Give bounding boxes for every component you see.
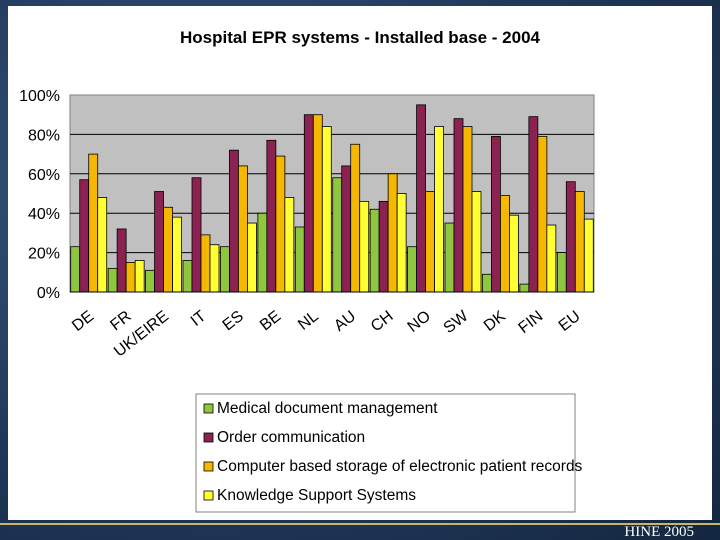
bar	[491, 135, 501, 293]
y-tick-label: 20%	[28, 246, 60, 263]
bar	[209, 244, 220, 293]
y-tick-label: 60%	[28, 167, 60, 184]
bar	[528, 116, 539, 293]
bar	[444, 222, 455, 293]
x-tick-label: EU	[556, 308, 584, 335]
bar	[191, 177, 202, 293]
footer-rule	[0, 523, 720, 525]
bar	[79, 179, 90, 293]
y-tick-label: 40%	[28, 206, 60, 223]
legend-swatch	[203, 490, 214, 501]
bar	[125, 262, 136, 293]
bar	[453, 118, 464, 293]
bar	[321, 126, 332, 293]
bar	[154, 191, 164, 293]
bar	[284, 197, 295, 293]
bar	[341, 165, 352, 293]
bar	[238, 165, 248, 293]
legend-label: Computer based storage of electronic pat…	[217, 458, 583, 475]
bar	[220, 246, 230, 293]
bar	[172, 216, 182, 293]
bar	[471, 191, 482, 293]
legend-swatch	[203, 432, 214, 443]
bar	[482, 273, 492, 293]
bar	[332, 177, 343, 293]
bar	[312, 114, 323, 293]
bar	[266, 139, 277, 293]
x-tick-label: AU	[331, 308, 359, 335]
bar	[574, 191, 585, 293]
x-tick-label: FIN	[516, 308, 547, 337]
bar	[407, 246, 417, 293]
legend: Medical document management Order communi…	[195, 393, 583, 513]
bar	[359, 200, 370, 293]
bar	[434, 126, 444, 293]
x-tick-label: DE	[69, 308, 97, 335]
bar	[546, 224, 557, 293]
x-tick-label: NL	[295, 308, 322, 334]
legend-swatch	[203, 403, 214, 414]
bar	[425, 191, 435, 293]
bar	[134, 260, 145, 293]
bar	[275, 155, 286, 293]
bar	[565, 181, 576, 293]
bar	[387, 173, 398, 293]
bar	[369, 208, 380, 293]
bar	[500, 195, 510, 293]
bar	[583, 218, 594, 293]
legend-label: Order communication	[217, 429, 365, 446]
y-tick-label: 0%	[37, 285, 60, 302]
footer-credit: HINE 2005	[624, 524, 694, 540]
x-tick-label: DK	[481, 308, 509, 335]
x-tick-label: BE	[257, 308, 284, 335]
x-tick-label: NO	[405, 308, 434, 336]
x-tick-label: FR	[107, 308, 134, 335]
y-tick-label: 100%	[19, 88, 60, 105]
bar	[200, 234, 211, 293]
bar	[229, 149, 239, 293]
bar	[97, 197, 108, 293]
bar	[303, 114, 314, 293]
bar	[145, 269, 155, 293]
bar	[163, 206, 173, 293]
legend-label: Knowledge Support Systems	[217, 487, 416, 504]
bar	[556, 252, 567, 293]
bar	[416, 104, 426, 293]
bar	[350, 143, 361, 293]
y-tick-label: 80%	[28, 127, 60, 144]
bar	[294, 226, 305, 293]
bar	[182, 260, 193, 293]
bar	[107, 267, 118, 293]
bar	[257, 212, 268, 293]
legend-box	[195, 393, 576, 513]
bar	[509, 214, 519, 293]
bar	[247, 222, 257, 293]
bar	[116, 228, 127, 293]
bar	[70, 246, 81, 293]
bar	[88, 153, 99, 293]
x-tick-label: ES	[220, 308, 247, 335]
x-tick-label: SW	[441, 307, 472, 337]
x-tick-label: CH	[368, 308, 397, 336]
legend-swatch	[203, 461, 214, 472]
bar	[396, 193, 407, 293]
bar	[462, 126, 473, 293]
bar	[378, 200, 389, 293]
chart-title: Hospital EPR systems - Installed base - …	[180, 28, 541, 47]
x-tick-label: IT	[188, 308, 210, 330]
bar	[537, 135, 548, 293]
bar	[519, 283, 530, 293]
legend-label: Medical document management	[217, 400, 438, 417]
